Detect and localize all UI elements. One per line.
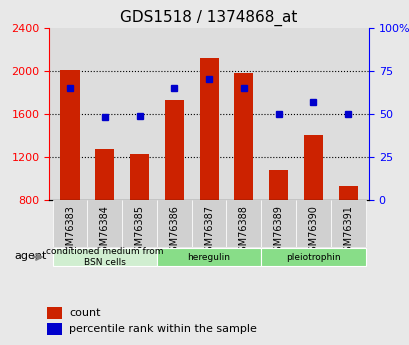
Text: heregulin: heregulin: [187, 253, 230, 262]
Text: GSM76385: GSM76385: [134, 205, 144, 258]
Text: GSM76391: GSM76391: [342, 205, 352, 258]
Bar: [234, 73, 253, 200]
FancyBboxPatch shape: [52, 200, 87, 247]
Bar: [164, 100, 184, 200]
Bar: [95, 149, 114, 200]
FancyBboxPatch shape: [157, 248, 261, 266]
FancyBboxPatch shape: [330, 200, 365, 247]
FancyBboxPatch shape: [295, 200, 330, 247]
Text: GSM76388: GSM76388: [238, 205, 248, 258]
FancyBboxPatch shape: [157, 200, 191, 247]
Text: agent: agent: [15, 251, 47, 261]
FancyBboxPatch shape: [261, 200, 295, 247]
Bar: [199, 58, 218, 200]
FancyBboxPatch shape: [226, 200, 261, 247]
Text: GSM76384: GSM76384: [99, 205, 110, 258]
Text: GSM76383: GSM76383: [65, 205, 75, 258]
Bar: [268, 170, 288, 200]
Text: GSM76387: GSM76387: [204, 205, 213, 258]
FancyBboxPatch shape: [261, 248, 365, 266]
Text: GSM76390: GSM76390: [308, 205, 318, 258]
Bar: [130, 154, 149, 200]
FancyBboxPatch shape: [191, 200, 226, 247]
Text: conditioned medium from
BSN cells: conditioned medium from BSN cells: [46, 247, 163, 267]
Bar: [61, 70, 79, 200]
FancyBboxPatch shape: [122, 200, 157, 247]
Title: GDS1518 / 1374868_at: GDS1518 / 1374868_at: [120, 10, 297, 26]
Text: count: count: [69, 308, 100, 318]
Text: pleiotrophin: pleiotrophin: [285, 253, 340, 262]
Bar: [303, 136, 322, 200]
Text: GSM76386: GSM76386: [169, 205, 179, 258]
Bar: [47, 323, 61, 335]
FancyBboxPatch shape: [52, 248, 157, 266]
FancyBboxPatch shape: [87, 200, 122, 247]
Text: percentile rank within the sample: percentile rank within the sample: [69, 325, 256, 334]
Bar: [338, 186, 357, 200]
Text: GSM76389: GSM76389: [273, 205, 283, 258]
Bar: [47, 307, 61, 319]
